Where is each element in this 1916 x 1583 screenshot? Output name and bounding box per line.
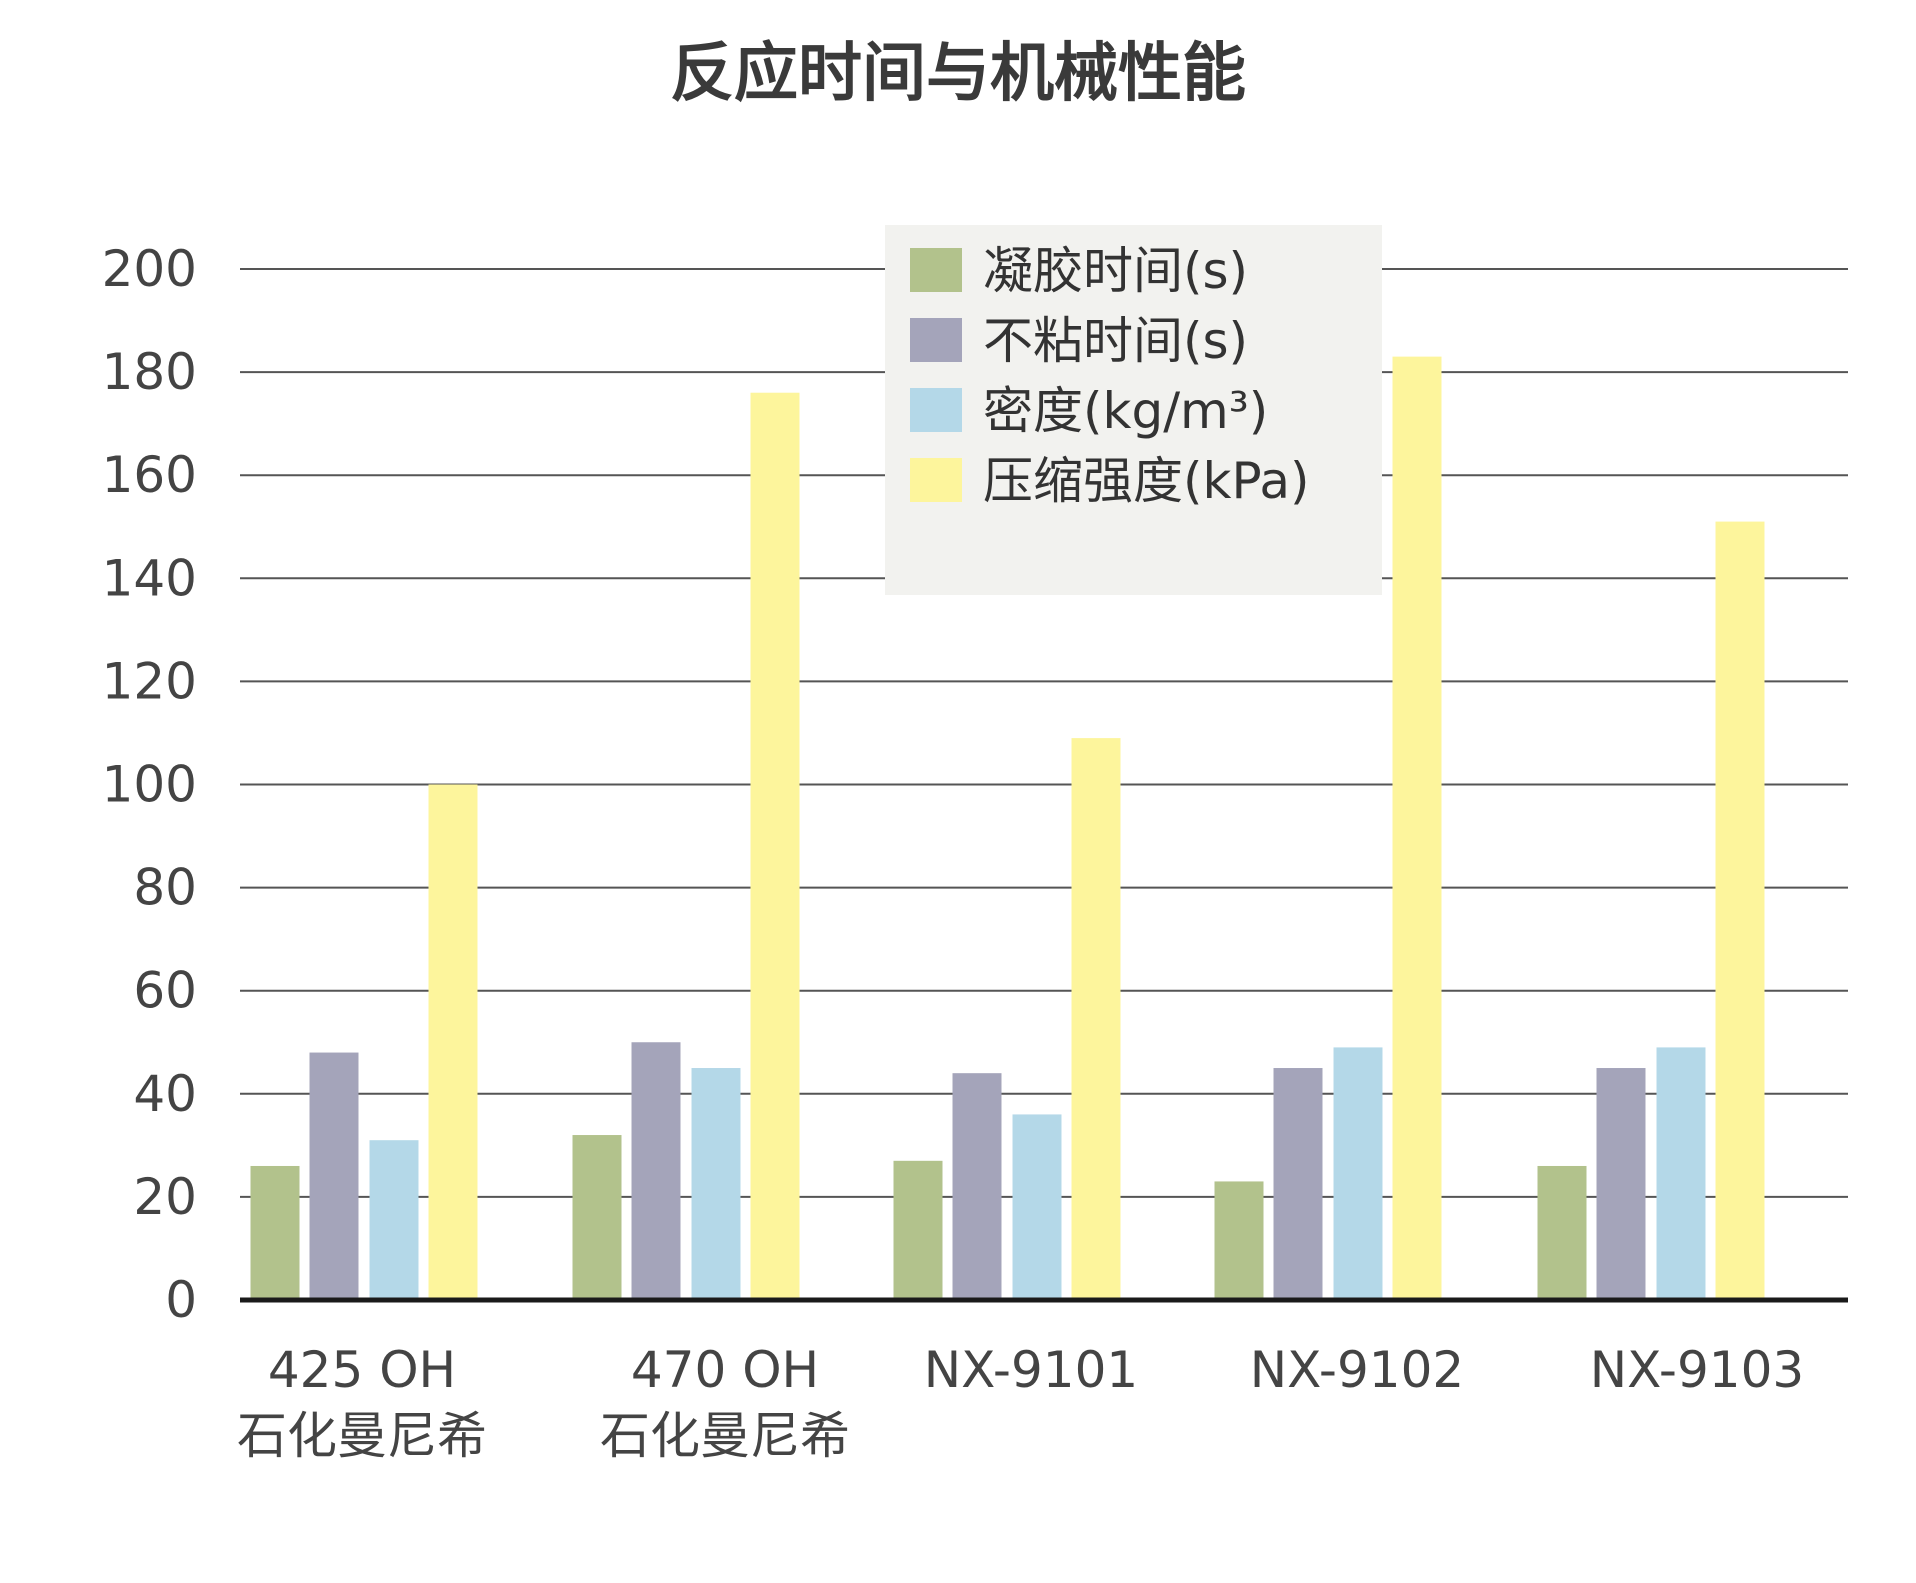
- legend-swatch: [910, 388, 962, 432]
- legend-swatch: [910, 458, 962, 502]
- x-category-label: 470 OH: [631, 1341, 819, 1399]
- bar-series-3-category-4: [1333, 1047, 1383, 1300]
- legend-label: 密度(kg/m³): [983, 382, 1268, 440]
- y-tick-label: 180: [102, 343, 197, 401]
- legend-background: [885, 225, 1382, 595]
- chart-title: 反应时间与机械性能: [670, 37, 1246, 111]
- legend-label: 凝胶时间(s): [983, 242, 1248, 300]
- y-tick-label: 0: [165, 1271, 197, 1329]
- bar-series-2-category-4: [1273, 1068, 1323, 1300]
- bar-series-1-category-1: [250, 1165, 300, 1300]
- bar-series-1-category-4: [1214, 1181, 1264, 1300]
- y-tick-label: 60: [133, 962, 197, 1020]
- bar-series-2-category-1: [309, 1052, 359, 1300]
- bar-series-3-category-5: [1656, 1047, 1706, 1300]
- bar-series-3-category-2: [691, 1068, 741, 1300]
- bar-series-1-category-5: [1537, 1165, 1587, 1300]
- bar-series-1-category-2: [572, 1135, 622, 1300]
- y-tick-label: 160: [102, 446, 197, 504]
- legend-swatch: [910, 318, 962, 362]
- legend: 凝胶时间(s) 不粘时间(s) 密度(kg/m³) 压缩强度(kPa): [885, 225, 1382, 595]
- x-category-label: 石化曼尼希: [600, 1407, 850, 1465]
- y-tick-label: 100: [102, 756, 197, 814]
- y-tick-label: 140: [102, 549, 197, 607]
- legend-swatch: [910, 248, 962, 292]
- legend-label: 不粘时间(s): [983, 312, 1248, 370]
- bar-series-4-category-5: [1715, 521, 1765, 1300]
- bars: [250, 356, 1765, 1301]
- x-category-label: NX-9101: [924, 1341, 1138, 1399]
- bar-series-2-category-3: [952, 1073, 1002, 1300]
- legend-label: 压缩强度(kPa): [983, 452, 1310, 510]
- bar-series-3-category-3: [1012, 1114, 1062, 1300]
- bar-series-4-category-3: [1071, 738, 1121, 1300]
- x-category-label: NX-9103: [1590, 1341, 1804, 1399]
- bar-series-1-category-3: [893, 1160, 943, 1300]
- bar-series-2-category-2: [631, 1042, 681, 1300]
- y-tick-label: 40: [133, 1065, 197, 1123]
- axes: 0 20 40 60 80 100 120 140 160 180 200 425 OH 石化曼尼希 47…: [102, 240, 1848, 1465]
- bar-series-4-category-2: [750, 392, 800, 1301]
- y-tick-label: 200: [102, 240, 197, 298]
- bar-series-3-category-1: [369, 1140, 419, 1300]
- bar-series-4-category-1: [428, 784, 478, 1300]
- y-tick-label: 80: [133, 859, 197, 917]
- y-tick-label: 20: [133, 1168, 197, 1226]
- bar-series-4-category-4: [1392, 356, 1442, 1300]
- x-category-label: NX-9102: [1250, 1341, 1464, 1399]
- bar-series-2-category-5: [1596, 1068, 1646, 1300]
- x-category-label: 石化曼尼希: [237, 1407, 487, 1465]
- y-tick-label: 120: [102, 652, 197, 710]
- x-category-label: 425 OH: [268, 1341, 456, 1399]
